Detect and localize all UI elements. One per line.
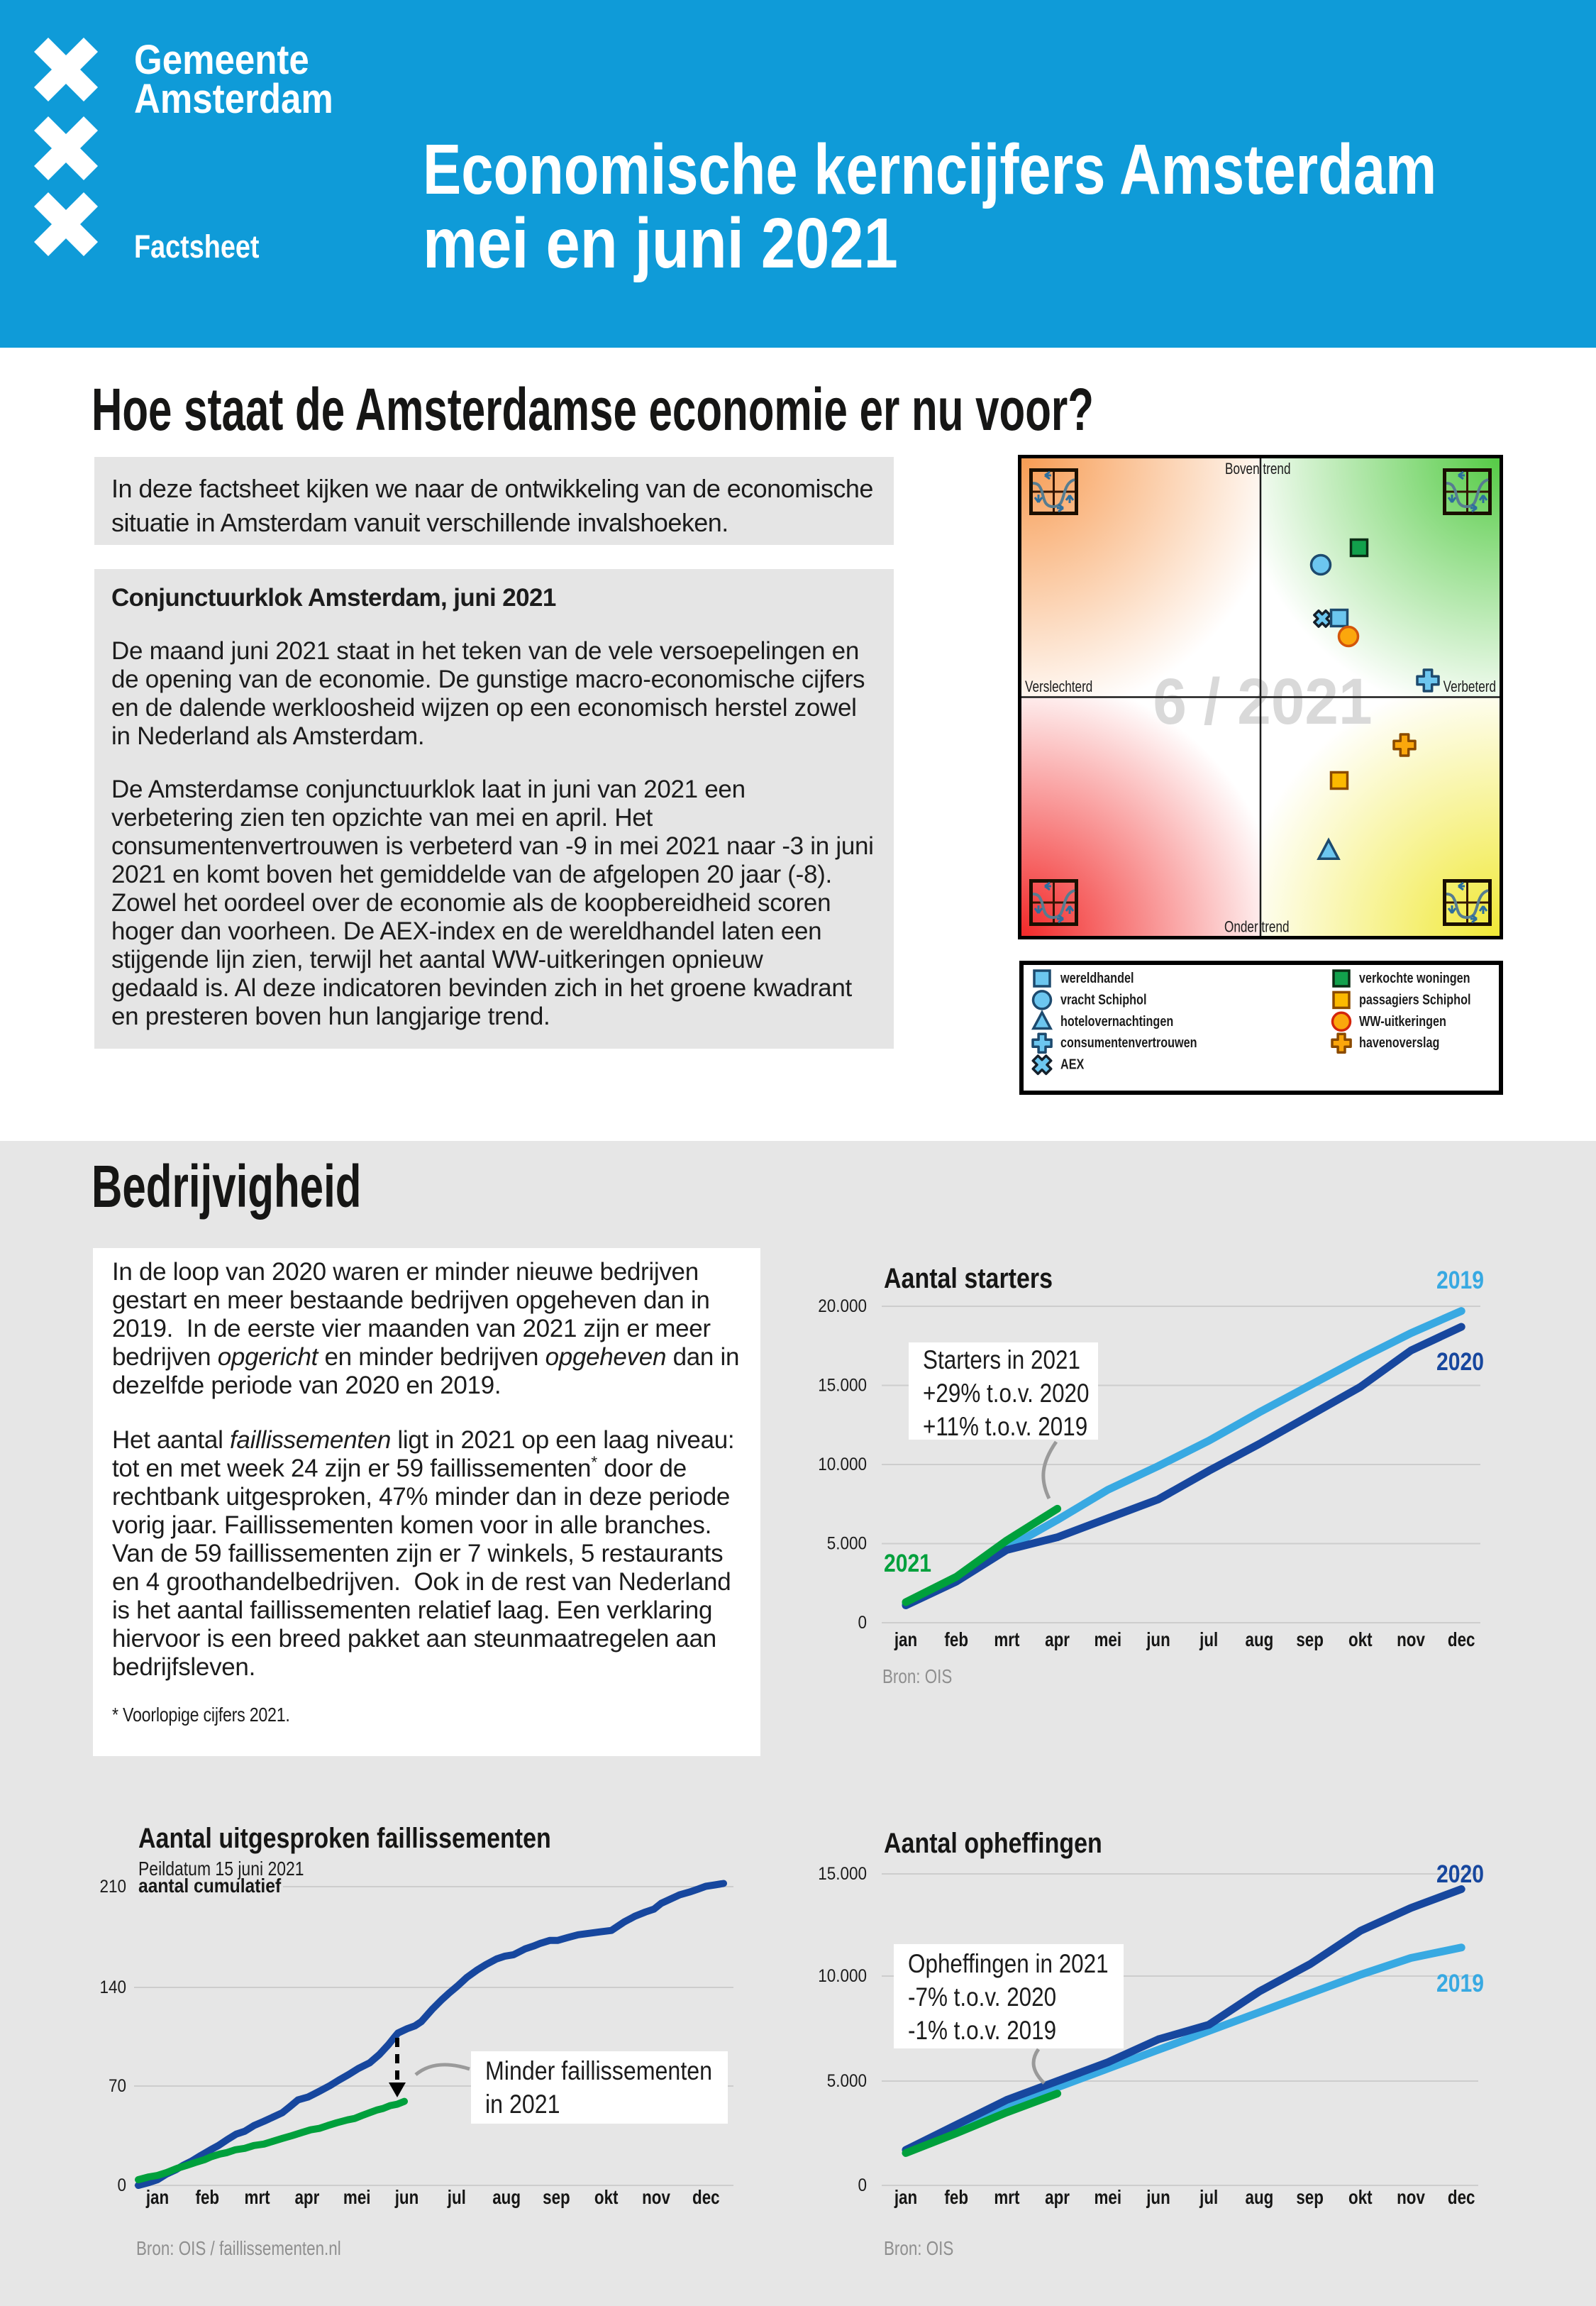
svg-text:Peildatum 15 juni 2021: Peildatum 15 juni 2021 <box>138 1858 304 1880</box>
svg-text:0: 0 <box>117 2175 126 2195</box>
svg-text:mrt: mrt <box>994 1629 1020 1651</box>
svg-text:5.000: 5.000 <box>827 2071 867 2091</box>
svg-text:0: 0 <box>858 1613 867 1633</box>
svg-text:jan: jan <box>145 2187 169 2209</box>
svg-text:hotelovernachtingen: hotelovernachtingen <box>1060 1013 1173 1029</box>
svg-text:nov: nov <box>1397 1629 1425 1651</box>
svg-text:okt: okt <box>1348 2187 1373 2209</box>
svg-text:jul: jul <box>1199 1629 1218 1651</box>
svg-text:2019: 2019 <box>1436 1969 1484 1997</box>
svg-text:Onder trend: Onder trend <box>1224 919 1290 937</box>
svg-text:aug: aug <box>1245 1629 1273 1651</box>
svg-text:Bron: OIS / faillissementen.nl: Bron: OIS / faillissementen.nl <box>136 2238 341 2260</box>
svg-text:2020: 2020 <box>1436 1860 1484 1888</box>
svg-text:verkochte woningen: verkochte woningen <box>1359 970 1470 986</box>
svg-text:feb: feb <box>944 2187 968 2209</box>
svg-text:mrt: mrt <box>245 2187 271 2209</box>
svg-text:jan: jan <box>894 2187 917 2209</box>
svg-text:140: 140 <box>99 1977 126 1997</box>
svg-text:6 / 2021: 6 / 2021 <box>1153 665 1372 738</box>
svg-text:in 2021: in 2021 <box>485 2090 560 2119</box>
svg-text:+11% t.o.v. 2019: +11% t.o.v. 2019 <box>923 1413 1087 1442</box>
svg-text:jul: jul <box>1199 2187 1218 2209</box>
svg-text:210: 210 <box>99 1877 126 1897</box>
svg-text:aug: aug <box>492 2187 521 2209</box>
svg-text:10.000: 10.000 <box>818 1455 867 1474</box>
svg-text:Aantal uitgesproken faillissem: Aantal uitgesproken faillissementen <box>138 1821 551 1853</box>
svg-text:mei: mei <box>1095 1629 1122 1651</box>
svg-text:70: 70 <box>109 2076 126 2096</box>
svg-text:AEX: AEX <box>1060 1057 1084 1072</box>
svg-text:WW-uitkeringen: WW-uitkeringen <box>1359 1013 1446 1029</box>
svg-text:jun: jun <box>394 2187 419 2209</box>
svg-text:jun: jun <box>1146 2187 1170 2209</box>
svg-text:Boven trend: Boven trend <box>1225 460 1290 478</box>
svg-text:vracht Schiphol: vracht Schiphol <box>1060 992 1146 1008</box>
svg-text:passagiers Schiphol: passagiers Schiphol <box>1359 992 1470 1008</box>
svg-text:20.000: 20.000 <box>818 1296 867 1316</box>
svg-text:2019: 2019 <box>1436 1266 1484 1294</box>
svg-text:2021: 2021 <box>884 1549 931 1577</box>
svg-text:apr: apr <box>1045 1629 1070 1651</box>
svg-text:Minder faillissementen: Minder faillissementen <box>485 2057 712 2086</box>
svg-text:jul: jul <box>447 2187 466 2209</box>
svg-text:Starters in 2021: Starters in 2021 <box>923 1346 1080 1375</box>
svg-text:0: 0 <box>858 2175 867 2195</box>
svg-text:Opheffingen in 2021: Opheffingen in 2021 <box>908 1950 1109 1979</box>
svg-text:wereldhandel: wereldhandel <box>1060 970 1134 986</box>
svg-text:-1% t.o.v. 2019: -1% t.o.v. 2019 <box>908 2017 1056 2046</box>
svg-text:Aantal opheffingen: Aantal opheffingen <box>884 1826 1102 1858</box>
svg-text:nov: nov <box>1397 2187 1425 2209</box>
svg-text:dec: dec <box>1448 1629 1475 1651</box>
svg-text:apr: apr <box>1045 2187 1070 2209</box>
svg-text:15.000: 15.000 <box>818 1864 867 1884</box>
svg-text:apr: apr <box>294 2187 319 2209</box>
svg-text:-7% t.o.v. 2020: -7% t.o.v. 2020 <box>908 1983 1056 2012</box>
svg-text:mrt: mrt <box>994 2187 1020 2209</box>
svg-text:feb: feb <box>196 2187 220 2209</box>
svg-text:15.000: 15.000 <box>818 1375 867 1395</box>
svg-text:5.000: 5.000 <box>827 1533 867 1553</box>
svg-text:okt: okt <box>1348 1629 1373 1651</box>
svg-text:jun: jun <box>1146 1629 1170 1651</box>
svg-text:sep: sep <box>1296 1629 1324 1651</box>
svg-text:2020: 2020 <box>1436 1347 1484 1376</box>
svg-text:Aantal starters: Aantal starters <box>884 1262 1053 1293</box>
svg-text:jan: jan <box>894 1629 917 1651</box>
svg-text:Bron: OIS: Bron: OIS <box>882 1666 952 1688</box>
svg-text:aantal cumulatief: aantal cumulatief <box>138 1875 281 1897</box>
svg-text:dec: dec <box>692 2187 720 2209</box>
svg-text:sep: sep <box>543 2187 570 2209</box>
svg-text:mei: mei <box>343 2187 371 2209</box>
svg-text:consumentenvertrouwen: consumentenvertrouwen <box>1060 1035 1197 1051</box>
svg-text:Bron: OIS: Bron: OIS <box>884 2238 953 2260</box>
svg-text:Verbeterd: Verbeterd <box>1443 678 1496 696</box>
svg-text:+29% t.o.v. 2020: +29% t.o.v. 2020 <box>923 1379 1090 1408</box>
svg-text:10.000: 10.000 <box>818 1966 867 1986</box>
svg-text:feb: feb <box>944 1629 968 1651</box>
svg-text:mei: mei <box>1095 2187 1122 2209</box>
svg-text:Verslechterd: Verslechterd <box>1025 678 1092 696</box>
svg-text:havenoverslag: havenoverslag <box>1359 1035 1439 1051</box>
svg-text:dec: dec <box>1448 2187 1475 2209</box>
svg-text:sep: sep <box>1296 2187 1324 2209</box>
svg-text:aug: aug <box>1245 2187 1273 2209</box>
svg-text:nov: nov <box>642 2187 670 2209</box>
svg-text:okt: okt <box>594 2187 619 2209</box>
